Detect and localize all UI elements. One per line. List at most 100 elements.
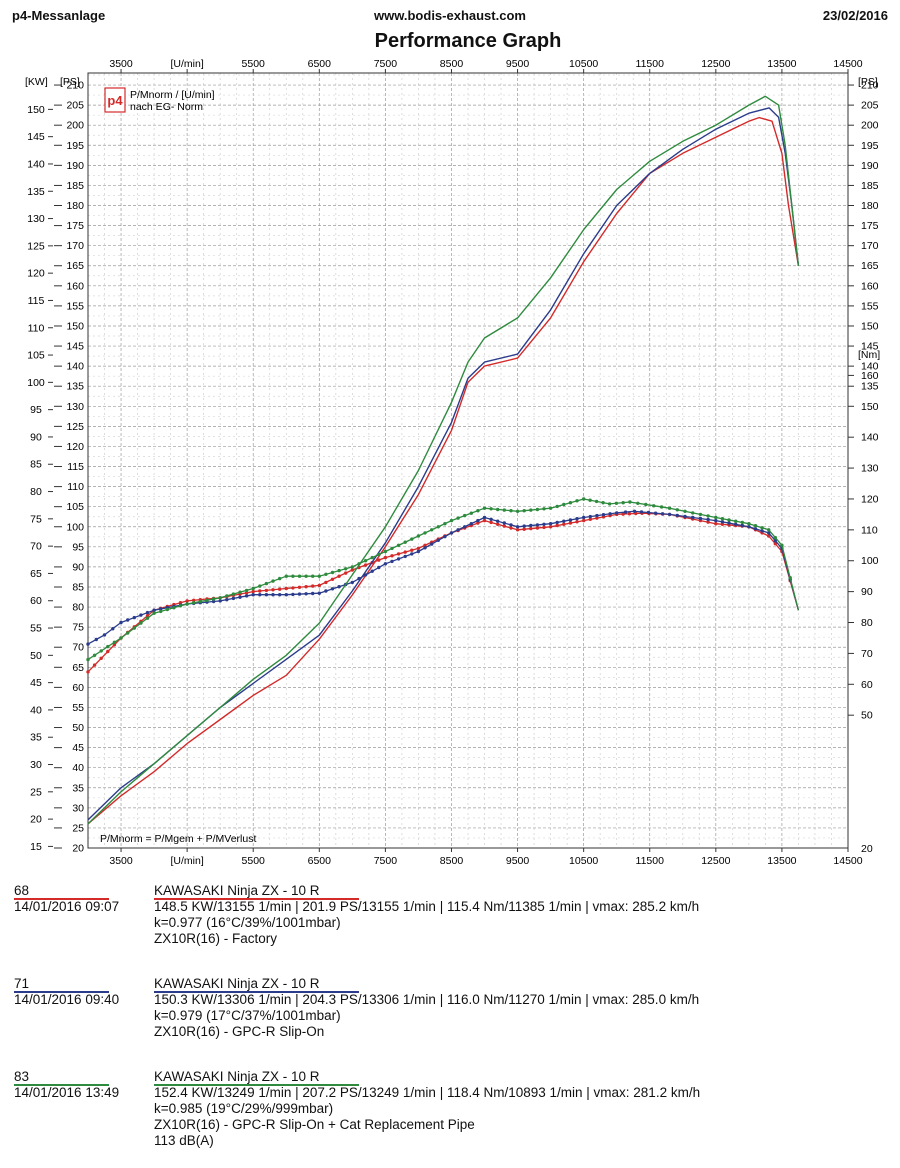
right-axis-nm-tick: 60 <box>861 679 873 691</box>
torque-point-series-2 <box>482 506 487 510</box>
right-axis-nm-tick: 110 <box>861 524 878 536</box>
torque-point-series-1 <box>258 593 262 597</box>
right-axis-ps-tick: 140 <box>861 361 879 373</box>
torque-point-series-2 <box>126 631 130 635</box>
torque-point-series-1 <box>489 517 493 521</box>
left-axis-ps-tick: 35 <box>72 782 84 794</box>
torque-point-series-2 <box>106 644 110 649</box>
run-stats: 150.3 KW/13306 1/min | 204.3 PS/13306 1/… <box>154 992 700 1007</box>
torque-point-series-2 <box>410 537 414 541</box>
torque-point-series-1 <box>734 522 738 526</box>
torque-point-series-1 <box>211 599 216 604</box>
torque-point-series-2 <box>330 570 335 575</box>
torque-point-series-2 <box>636 501 640 505</box>
x-tick-label-top: 3500 <box>109 58 133 70</box>
legend-line-1: P/Mnorm / [U/min] <box>130 89 215 101</box>
torque-point-series-0 <box>258 589 262 593</box>
torque-point-series-2 <box>416 534 421 538</box>
torque-point-series-2 <box>165 607 169 612</box>
left-axis-kw-tick: 95 <box>30 404 42 416</box>
left-axis-kw-tick: 60 <box>30 595 42 607</box>
right-axis-ps-label: [PS] <box>858 76 878 88</box>
torque-point-series-0 <box>496 522 500 526</box>
right-axis-nm-tick: 140 <box>861 432 879 444</box>
torque-point-series-2 <box>652 504 656 508</box>
torque-point-series-2 <box>396 543 401 547</box>
run-entry: 83 14/01/2016 13:49 KAWASAKI Ninja ZX - … <box>14 1069 884 1162</box>
torque-point-series-1 <box>231 596 236 601</box>
torque-point-series-2 <box>529 508 533 512</box>
right-axis-nm-tick: 70 <box>861 648 873 660</box>
torque-point-series-0 <box>377 558 381 562</box>
right-axis-ps-tick: 155 <box>861 300 879 312</box>
torque-point-series-0 <box>390 554 394 558</box>
torque-point-series-0 <box>575 520 579 524</box>
torque-point-series-2 <box>304 574 308 578</box>
torque-point-series-1 <box>747 525 751 529</box>
torque-point-series-1 <box>542 522 546 526</box>
right-axis-ps-tick: 210 <box>861 80 879 92</box>
torque-point-series-1 <box>714 518 718 523</box>
torque-point-series-1 <box>555 520 559 525</box>
formula-annotation: P/Mnorm = P/Mgem + P/MVerlust <box>100 833 256 845</box>
run-color-marker <box>14 1084 109 1086</box>
torque-point-series-1 <box>86 642 90 646</box>
torque-point-series-2 <box>344 567 348 571</box>
torque-curve-series-2 <box>87 498 800 661</box>
left-axis-kw-tick: 125 <box>27 240 45 252</box>
torque-point-series-0 <box>542 525 546 530</box>
torque-point-series-1 <box>675 513 679 518</box>
left-axis-kw-tick: 110 <box>28 322 45 334</box>
torque-point-series-2 <box>211 597 216 601</box>
right-axis-nm-tick: 50 <box>861 710 873 722</box>
torque-point-series-2 <box>99 649 103 653</box>
x-tick-label-top: 5500 <box>242 58 266 70</box>
torque-point-series-1 <box>111 627 115 631</box>
run-datetime: 14/01/2016 09:07 <box>14 899 120 914</box>
torque-point-series-2 <box>449 518 454 523</box>
torque-point-series-2 <box>284 574 288 578</box>
run-config: ZX10R(16) - GPC-R Slip-On + Cat Replacem… <box>154 1117 475 1132</box>
torque-point-series-1 <box>225 598 229 602</box>
x-tick-label-top: 14500 <box>833 58 862 70</box>
torque-point-series-0 <box>515 528 520 532</box>
x-tick-label-bottom: 9500 <box>506 855 530 867</box>
torque-point-series-1 <box>601 513 606 517</box>
torque-point-series-0 <box>714 522 718 526</box>
torque-point-series-2 <box>205 598 209 602</box>
torque-point-series-2 <box>562 502 566 507</box>
torque-point-series-1 <box>238 595 242 599</box>
torque-point-series-0 <box>112 643 117 647</box>
power-curve-series-2 <box>87 95 800 825</box>
x-tick-label-top: 6500 <box>308 58 332 70</box>
torque-point-series-2 <box>515 509 520 513</box>
right-axis-ps-tick: 160 <box>861 280 879 292</box>
torque-point-series-0 <box>555 523 559 528</box>
left-axis-kw-tick: 90 <box>30 431 42 443</box>
run-list: 68 14/01/2016 09:07 KAWASAKI Ninja ZX - … <box>14 883 884 1162</box>
torque-point-series-2 <box>522 509 526 513</box>
torque-point-series-1 <box>139 613 143 617</box>
torque-point-series-2 <box>198 599 202 604</box>
torque-point-series-0 <box>403 550 407 554</box>
left-axis-kw-tick: 15 <box>30 841 42 853</box>
left-axis-ps-tick: 195 <box>66 140 84 152</box>
torque-point-series-1 <box>383 562 388 566</box>
torque-point-series-2 <box>575 499 579 503</box>
left-axis-kw-tick: 105 <box>27 350 45 362</box>
torque-point-series-2 <box>403 540 407 544</box>
torque-point-series-0 <box>383 555 388 560</box>
left-axis-kw-tick: 140 <box>27 158 45 170</box>
torque-point-series-0 <box>350 568 354 572</box>
run-datetime: 14/01/2016 09:40 <box>14 992 120 1007</box>
torque-point-series-1 <box>94 637 99 642</box>
x-tick-label-bottom: 13500 <box>767 855 796 867</box>
torque-point-series-2 <box>740 520 744 525</box>
left-axis-kw-tick: 45 <box>30 677 42 689</box>
right-axis-ps-tick: 190 <box>861 160 879 172</box>
right-axis-ps-tick: 180 <box>861 200 879 212</box>
torque-point-series-2 <box>496 507 500 512</box>
torque-point-series-0 <box>416 546 421 551</box>
torque-point-series-1 <box>304 592 308 596</box>
torque-point-series-1 <box>608 512 612 516</box>
